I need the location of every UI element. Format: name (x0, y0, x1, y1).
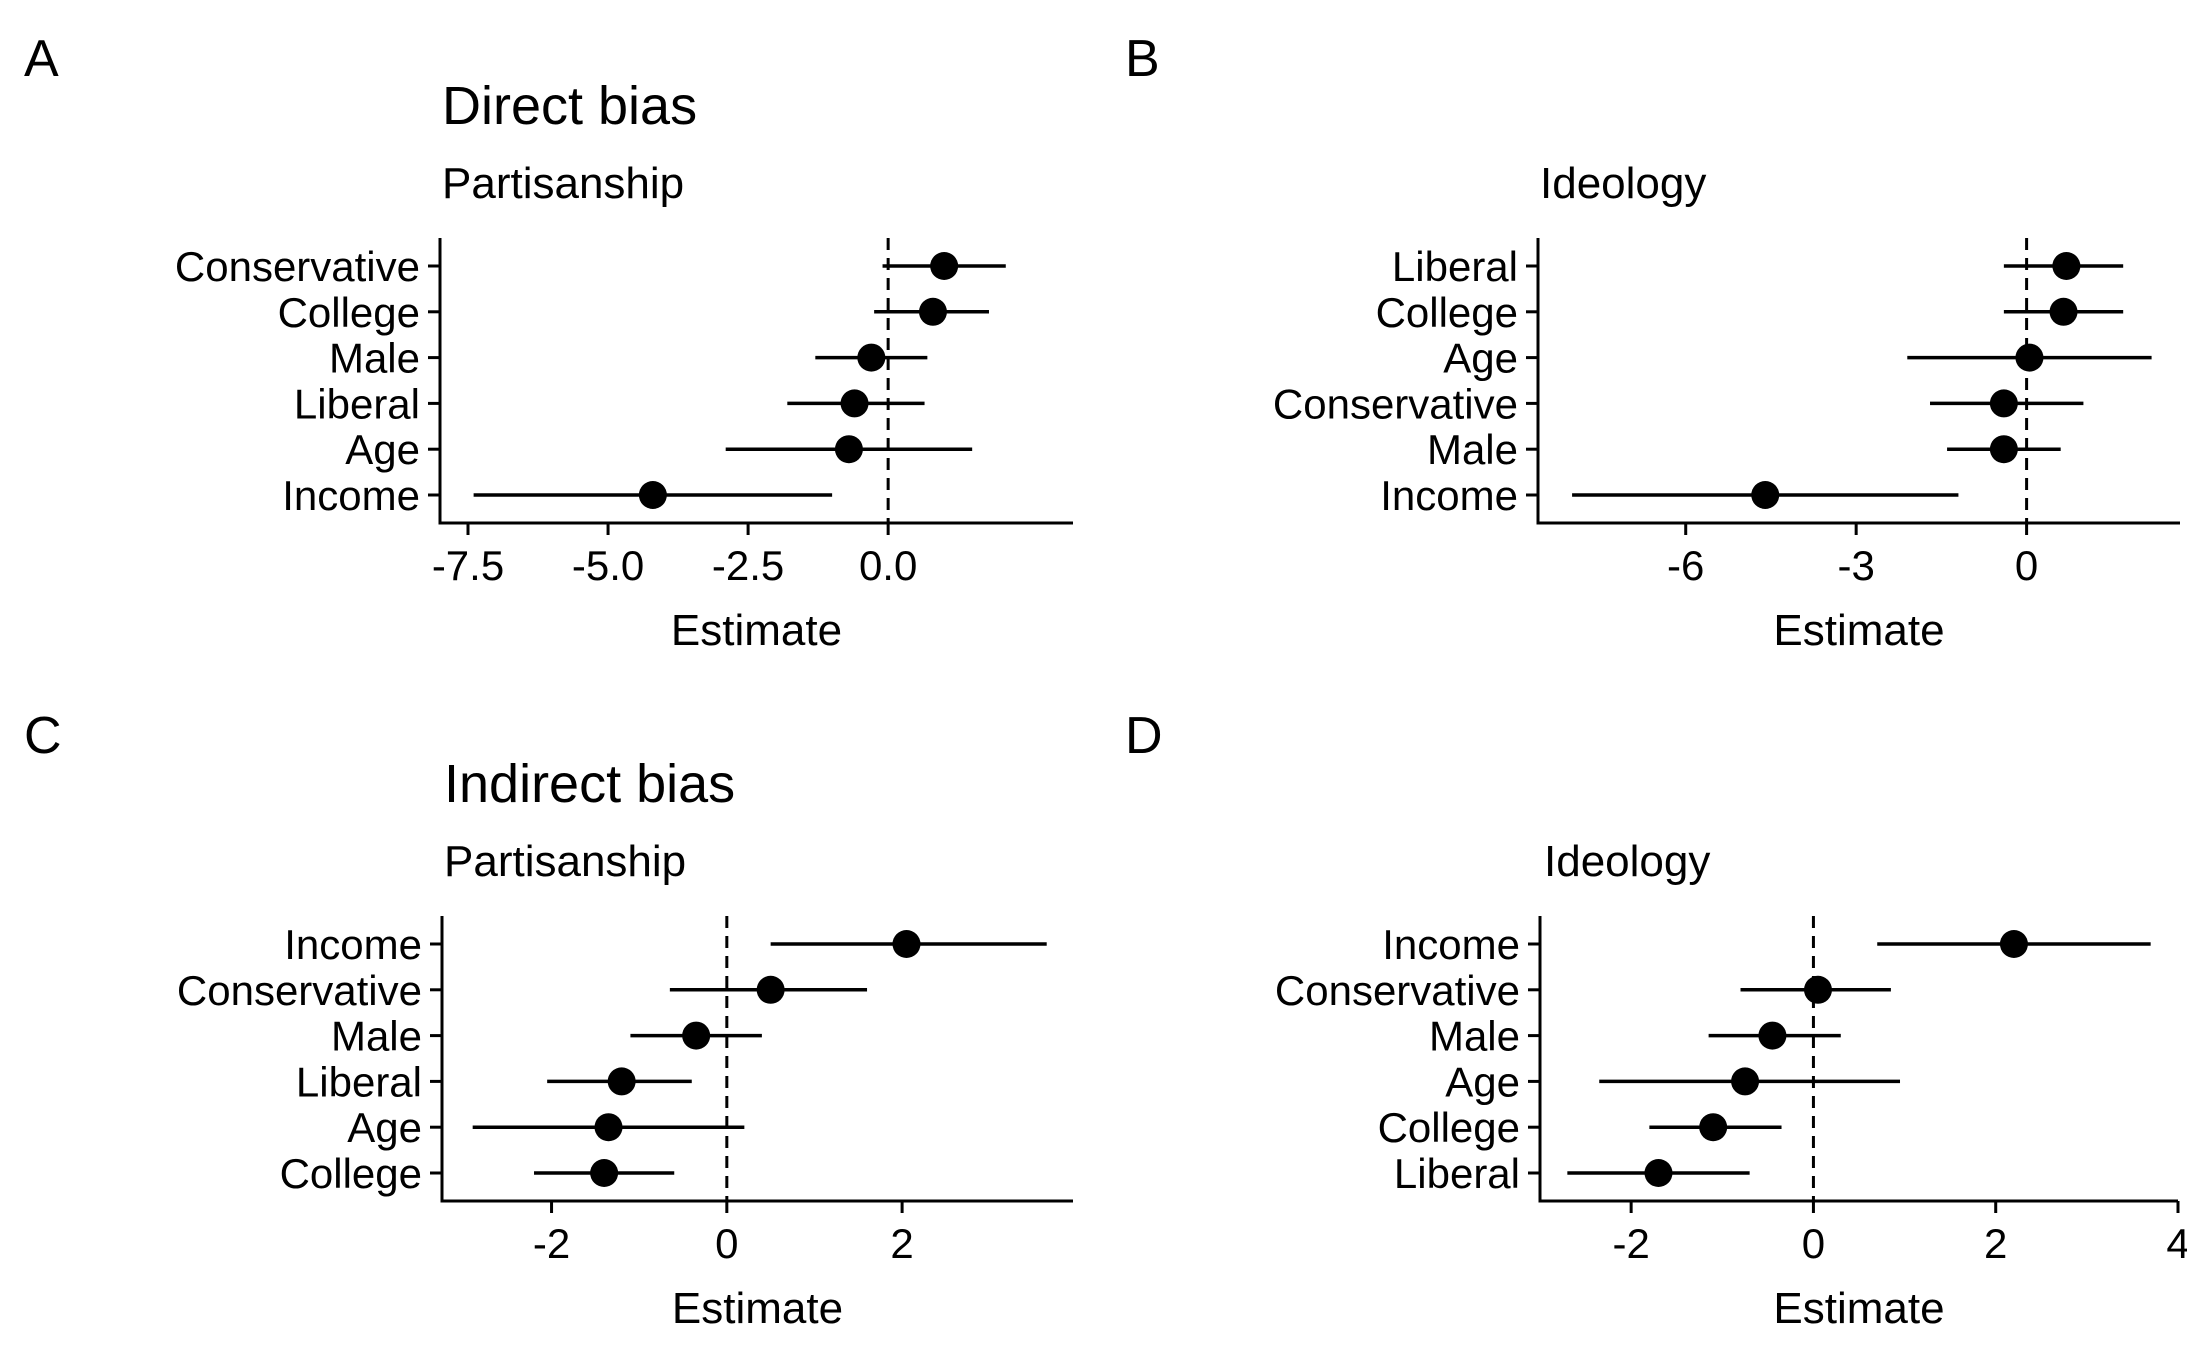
y-tick-label: Male (331, 1013, 422, 1060)
estimate-point (857, 343, 886, 372)
estimate-point (590, 1159, 619, 1187)
x-tick-label: 0 (1802, 1220, 1825, 1267)
plot-area: -7.5 -5.0 -2.5 0.0 Estimate ConservativeColle… (175, 238, 1073, 655)
panel-letter: D (1125, 707, 1163, 765)
panel-letter: A (24, 30, 59, 88)
estimate-point (930, 252, 959, 280)
x-tick-label: -6 (1667, 542, 1704, 589)
panel-letter: B (1125, 30, 1160, 88)
y-tick-label: Conservative (175, 243, 420, 290)
estimate-point (638, 481, 667, 509)
estimate-point (682, 1021, 711, 1050)
x-tick-label: 2 (1984, 1220, 2007, 1267)
x-tick-label: -2.5 (712, 542, 784, 589)
plot-area: -2 0 2 4 Estimate IncomeConservativeMaleAgeCo… (1275, 916, 2187, 1333)
panel-a: A Direct bias Partisanship -7.5 -5.0 -2.5 0… (24, 30, 1073, 655)
x-axis-title: Estimate (1773, 1284, 1944, 1333)
y-tick-label: Liberal (1392, 243, 1518, 290)
panel-subtitle: Partisanship (444, 837, 686, 886)
y-tick-label: Conservative (177, 967, 422, 1014)
panel-b: B Ideology -6 -3 0 Estimate LiberalCollegeAg… (1125, 30, 2180, 655)
y-tick-label: Income (282, 472, 420, 519)
y-tick-label: Liberal (296, 1058, 422, 1105)
estimate-point (607, 1067, 636, 1096)
estimate-point (1803, 975, 1832, 1004)
panel-title: Direct bias (442, 76, 697, 136)
estimate-point (892, 930, 921, 958)
x-tick-label: -7.5 (432, 542, 504, 589)
y-tick-label: Liberal (294, 380, 420, 427)
estimate-point (594, 1113, 623, 1142)
y-tick-label: Male (1429, 1013, 1520, 1060)
x-tick-label: -5.0 (572, 542, 644, 589)
y-tick-label: Income (1380, 472, 1518, 519)
panel-title: Indirect bias (444, 754, 735, 814)
estimate-point (2015, 343, 2044, 372)
estimate-point (1731, 1067, 1760, 1096)
x-tick-label: 0 (715, 1220, 738, 1267)
y-tick-label: Age (1445, 1058, 1520, 1105)
y-tick-label: Age (347, 1104, 422, 1151)
estimate-point (1699, 1113, 1728, 1142)
estimate-point (1751, 481, 1780, 509)
plot-area: -6 -3 0 Estimate LiberalCollegeAgeConservati… (1273, 238, 2180, 655)
y-tick-label: College (1376, 289, 1518, 336)
x-tick-label: 4 (2166, 1220, 2187, 1267)
x-tick-label: 2 (890, 1220, 913, 1267)
y-tick-label: College (278, 289, 420, 336)
panel-d: D Ideology -2 0 2 4 Estimate IncomeConservati… (1125, 707, 2187, 1333)
estimate-point (2049, 297, 2078, 326)
estimate-point (840, 389, 869, 418)
y-tick-label: Conservative (1273, 380, 1518, 427)
y-tick-label: Male (329, 335, 420, 382)
x-tick-label: -3 (1837, 542, 1874, 589)
y-tick-label: College (280, 1150, 422, 1197)
x-axis-title: Estimate (1773, 606, 1944, 655)
estimate-point (834, 435, 863, 464)
y-tick-label: Income (1382, 921, 1520, 968)
estimate-point (1644, 1159, 1673, 1187)
y-tick-label: Age (1443, 335, 1518, 382)
estimate-point (1999, 930, 2028, 958)
panel-c: C Indirect bias Partisanship -2 0 2 Estimat… (24, 707, 1073, 1333)
x-axis-title: Estimate (671, 606, 842, 655)
estimate-point (918, 297, 947, 326)
x-tick-label: -2 (533, 1220, 570, 1267)
y-tick-label: Age (345, 426, 420, 473)
estimate-point (756, 975, 785, 1004)
x-axis-title: Estimate (672, 1284, 843, 1333)
y-tick-label: College (1378, 1104, 1520, 1151)
panel-subtitle: Ideology (1540, 159, 1706, 208)
x-tick-label: 0.0 (859, 542, 917, 589)
panel-subtitle: Ideology (1544, 837, 1710, 886)
plot-area: -2 0 2 Estimate IncomeConservativeMaleLibera… (177, 916, 1073, 1333)
estimate-point (1989, 389, 2018, 418)
y-tick-label: Conservative (1275, 967, 1520, 1014)
estimate-point (1989, 435, 2018, 464)
panel-letter: C (24, 707, 62, 765)
x-tick-label: -2 (1612, 1220, 1649, 1267)
y-tick-label: Income (284, 921, 422, 968)
estimate-point (2052, 252, 2081, 280)
y-tick-label: Liberal (1394, 1150, 1520, 1197)
panel-subtitle: Partisanship (442, 159, 684, 208)
x-tick-label: 0 (2015, 542, 2038, 589)
y-tick-label: Male (1427, 426, 1518, 473)
estimate-point (1758, 1021, 1787, 1050)
